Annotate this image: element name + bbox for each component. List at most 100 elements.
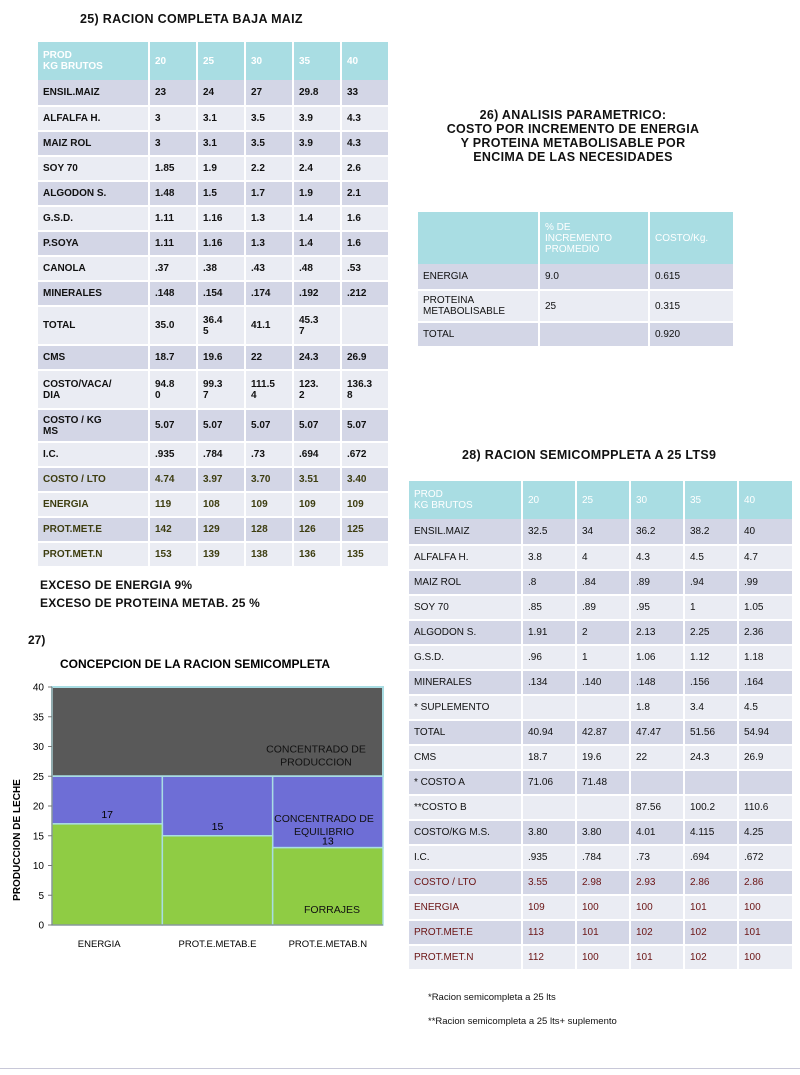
table-row: ALGODON S. 1.91 2 2.13 2.25 2.36 <box>409 619 792 644</box>
produccion-area <box>51 686 384 778</box>
value-cell: 35.0 <box>148 305 196 344</box>
value-cell: .99 <box>737 569 792 594</box>
value-cell: 1.11 <box>148 205 196 230</box>
value-cell: 2.2 <box>244 155 292 180</box>
table-header-cell: COSTO/Kg. <box>648 212 733 264</box>
value-cell: 51.56 <box>683 719 737 744</box>
value-cell: 94.8 0 <box>148 369 196 408</box>
value-cell: 101 <box>629 944 683 969</box>
value-cell: 102 <box>629 919 683 944</box>
value-cell: 3.5 <box>244 105 292 130</box>
x-tick-label: ENERGIA <box>78 939 121 950</box>
equilibrio-area <box>161 775 274 837</box>
value-cell: 136.3 8 <box>340 369 388 408</box>
value-cell: 3.9 <box>292 130 340 155</box>
value-cell: 2.25 <box>683 619 737 644</box>
y-tick-label: 25 <box>33 772 45 783</box>
value-cell: 3.4 <box>683 694 737 719</box>
forrajes-area <box>51 823 164 926</box>
table-analisis-parametrico: % DE INCREMENTO PROMEDIO COSTO/Kg. ENERGIA 9… <box>418 212 733 346</box>
row-label-cell: PROT.MET.N <box>409 944 521 969</box>
row-label-cell: MINERALES <box>38 280 148 305</box>
table-row: ENERGIA 109 100 100 101 100 <box>409 894 792 919</box>
row-label-cell: PROT.MET.N <box>38 541 148 566</box>
value-cell: 1.18 <box>737 644 792 669</box>
row-label-cell: PROTEINA METABOLISABLE <box>418 289 538 321</box>
value-cell: 27 <box>244 80 292 105</box>
value-cell: 3.1 <box>196 105 244 130</box>
value-cell: 5.07 <box>196 408 244 441</box>
value-cell: .53 <box>340 255 388 280</box>
table-header-cell: PROD KG BRUTOS <box>38 42 148 80</box>
row-label-cell: MINERALES <box>409 669 521 694</box>
value-cell: 102 <box>683 919 737 944</box>
value-cell: 38.2 <box>683 519 737 544</box>
equilibrio-area <box>271 775 384 849</box>
table-row: ALFALFA H. 3.8 4 4.3 4.5 4.7 <box>409 544 792 569</box>
value-cell: 3.97 <box>196 466 244 491</box>
table-row: ALFALFA H. 3 3.1 3.5 3.9 4.3 <box>38 105 388 130</box>
value-cell: 102 <box>683 944 737 969</box>
value-cell <box>683 769 737 794</box>
value-cell: 3.55 <box>521 869 575 894</box>
row-label-cell: COSTO / KG MS <box>38 408 148 441</box>
value-cell: 1.4 <box>292 230 340 255</box>
value-cell: 1.05 <box>737 594 792 619</box>
value-cell: 101 <box>737 919 792 944</box>
value-cell: 3.5 <box>244 130 292 155</box>
value-cell: 1.6 <box>340 230 388 255</box>
value-cell: 1 <box>575 644 629 669</box>
value-cell: 109 <box>244 491 292 516</box>
value-cell: 136 <box>292 541 340 566</box>
value-cell: 2 <box>575 619 629 644</box>
value-cell: 1.5 <box>196 180 244 205</box>
value-cell: 109 <box>340 491 388 516</box>
row-label-cell: PROT.MET.E <box>409 919 521 944</box>
table-header-row: PROD KG BRUTOS 20 25 30 35 40 <box>409 481 792 519</box>
value-cell: 5.07 <box>148 408 196 441</box>
row-label-cell: ENSIL.MAIZ <box>409 519 521 544</box>
value-cell: .73 <box>629 844 683 869</box>
value-cell <box>340 305 388 344</box>
value-cell: 4.3 <box>340 130 388 155</box>
value-cell: 29.8 <box>292 80 340 105</box>
table-racion-semicompleta: PROD KG BRUTOS 20 25 30 35 40 ENSIL.MAIZ 32.5 34… <box>409 481 792 969</box>
value-cell: 3.51 <box>292 466 340 491</box>
value-cell: 109 <box>292 491 340 516</box>
value-cell: .140 <box>575 669 629 694</box>
value-cell: .84 <box>575 569 629 594</box>
value-cell: 33 <box>340 80 388 105</box>
forrajes-area <box>161 835 274 926</box>
equilibrio-area <box>51 775 164 825</box>
table-row: COSTO/KG M.S. 3.80 3.80 4.01 4.115 4.25 <box>409 819 792 844</box>
row-label-cell: TOTAL <box>409 719 521 744</box>
section-26-title-line: Y PROTEINA METABOLISABLE POR <box>460 136 686 150</box>
table-row: COSTO / LTO 4.74 3.97 3.70 3.51 3.40 <box>38 466 388 491</box>
value-cell <box>575 794 629 819</box>
value-cell: 113 <box>521 919 575 944</box>
row-label-cell: MAIZ ROL <box>38 130 148 155</box>
value-cell: 111.5 4 <box>244 369 292 408</box>
value-cell <box>575 694 629 719</box>
table-row: PROTEINA METABOLISABLE 25 0.315 <box>418 289 733 321</box>
value-cell: .192 <box>292 280 340 305</box>
value-cell: 2.36 <box>737 619 792 644</box>
table-row: MAIZ ROL .8.84.89.94.99 <box>409 569 792 594</box>
row-label-cell: * COSTO A <box>409 769 521 794</box>
value-cell: 36.2 <box>629 519 683 544</box>
value-cell: 24.3 <box>683 744 737 769</box>
value-cell: .37 <box>148 255 196 280</box>
label-forrajes: FORRAJES <box>304 904 360 916</box>
value-cell: 2.93 <box>629 869 683 894</box>
value-cell: .154 <box>196 280 244 305</box>
value-cell: 40.94 <box>521 719 575 744</box>
value-cell: 2.86 <box>737 869 792 894</box>
section-27-label: 27) <box>28 633 46 647</box>
data-label: 15 <box>212 821 224 833</box>
value-cell <box>737 769 792 794</box>
value-cell: 109 <box>521 894 575 919</box>
value-cell: 4.74 <box>148 466 196 491</box>
row-label-cell: ALGODON S. <box>38 180 148 205</box>
value-cell: 1.3 <box>244 205 292 230</box>
chart-plot-area: 0 5 10 15 20 25 30 35 40 ENERGIA PROT.E.METAB.E PRO… <box>33 683 384 950</box>
